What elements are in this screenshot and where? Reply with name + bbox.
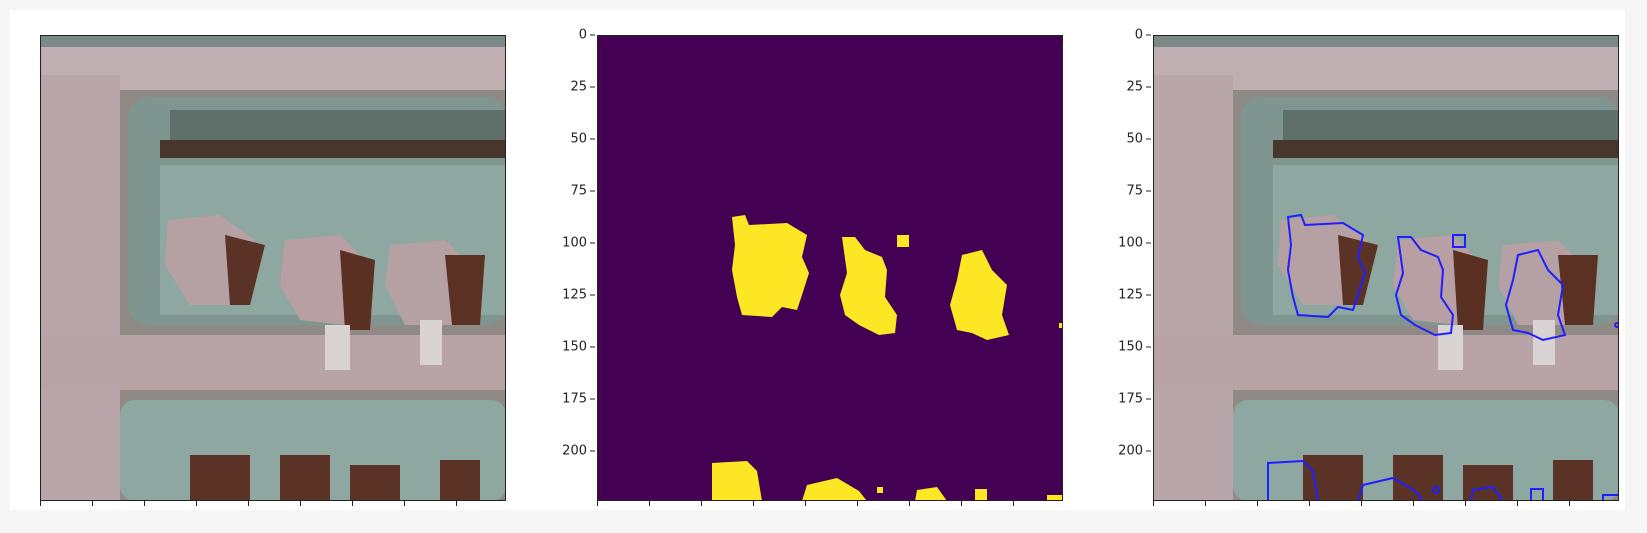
segmentation-mask-panel <box>597 35 1063 501</box>
x-tick <box>1013 501 1014 506</box>
x-tick <box>1309 501 1310 506</box>
y-tick: 50 <box>570 132 595 147</box>
x-tick <box>1569 501 1570 506</box>
contour-line <box>1602 494 1619 501</box>
x-tick <box>909 501 910 506</box>
x-tick <box>1153 501 1154 506</box>
y-tick: 0 <box>579 28 595 43</box>
segmentation-mask <box>597 35 1063 501</box>
x-tick <box>1205 501 1206 506</box>
contour-line <box>1614 322 1619 328</box>
contour-line <box>1286 213 1367 319</box>
mask-blob <box>897 235 909 247</box>
y-tick: 25 <box>570 80 595 95</box>
contour-overlay <box>1153 35 1619 501</box>
y-tick: 150 <box>1118 340 1151 355</box>
mask-blob <box>1047 495 1063 501</box>
x-tick <box>1465 501 1466 506</box>
y-tick: 0 <box>1135 28 1151 43</box>
y-tick: 125 <box>1118 288 1151 303</box>
mask-blob <box>877 487 883 493</box>
mask-blob <box>840 237 897 335</box>
mask-blob <box>975 489 987 501</box>
contour-line <box>1470 485 1504 501</box>
y-tick: 150 <box>562 340 595 355</box>
x-tick <box>805 501 806 506</box>
y-tick: 75 <box>1126 184 1151 199</box>
y-tick: 100 <box>562 236 595 251</box>
y-tick: 125 <box>562 288 595 303</box>
contour-line <box>1452 234 1466 248</box>
x-tick <box>300 501 301 506</box>
y-tick: 175 <box>1118 392 1151 407</box>
contour-line <box>1394 236 1455 337</box>
x-tick <box>961 501 962 506</box>
x-tick <box>352 501 353 506</box>
x-tick <box>857 501 858 506</box>
y-tick: 75 <box>570 184 595 199</box>
contour-line <box>1267 459 1319 501</box>
x-tick <box>456 501 457 506</box>
x-tick <box>1413 501 1414 506</box>
x-tick <box>1257 501 1258 506</box>
mask-blob <box>712 461 762 501</box>
mask-blob <box>802 478 867 501</box>
contour-line <box>1432 486 1440 494</box>
mask-blob <box>1059 323 1063 328</box>
x-tick <box>196 501 197 506</box>
mask-background <box>597 35 1063 501</box>
x-tick <box>701 501 702 506</box>
x-tick <box>144 501 145 506</box>
contour-overlay-panel <box>1153 35 1619 501</box>
figure: 0 25 50 75 100 125 150 175 200 0 25 50 <box>10 10 1625 510</box>
contour-line <box>1530 488 1544 501</box>
x-tick <box>404 501 405 506</box>
y-tick: 200 <box>1118 444 1151 459</box>
y-tick: 200 <box>562 444 595 459</box>
overlay-y-axis: 0 25 50 75 100 125 150 175 200 <box>1111 28 1151 501</box>
aerial-photo <box>40 35 506 501</box>
mask-blob <box>950 250 1009 340</box>
mask-blob <box>732 215 809 317</box>
x-tick <box>1361 501 1362 506</box>
x-tick <box>1517 501 1518 506</box>
x-tick <box>248 501 249 506</box>
y-tick: 25 <box>1126 80 1151 95</box>
x-tick <box>40 501 41 506</box>
mask-blob <box>915 487 947 501</box>
aerial-photo-panel <box>40 35 506 501</box>
x-tick <box>649 501 650 506</box>
y-tick: 100 <box>1118 236 1151 251</box>
mask-y-axis: 0 25 50 75 100 125 150 175 200 <box>555 28 595 501</box>
y-tick: 50 <box>1126 132 1151 147</box>
x-tick <box>597 501 598 506</box>
contour-line <box>1504 248 1567 342</box>
y-tick: 175 <box>562 392 595 407</box>
contour-line <box>1357 476 1424 501</box>
x-tick <box>753 501 754 506</box>
x-tick <box>92 501 93 506</box>
